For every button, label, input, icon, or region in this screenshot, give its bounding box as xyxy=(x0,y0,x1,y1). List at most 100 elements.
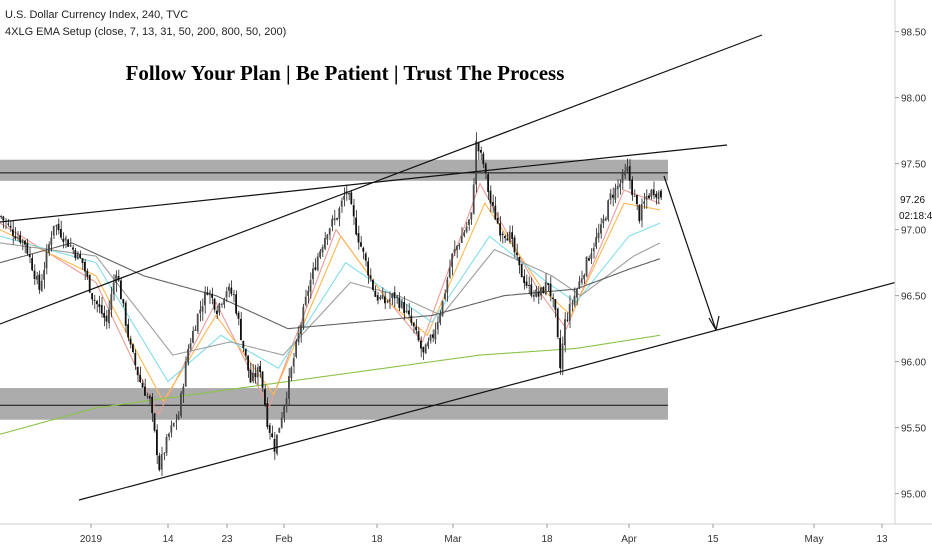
candle xyxy=(650,188,653,200)
candle-body xyxy=(660,190,662,198)
candle-body xyxy=(7,223,9,225)
candle-body xyxy=(115,274,117,283)
candle xyxy=(285,391,288,413)
candle-body xyxy=(396,296,398,298)
candle xyxy=(187,344,189,366)
candle-body xyxy=(463,232,465,236)
candle xyxy=(494,196,497,220)
candle xyxy=(60,220,62,240)
candle xyxy=(624,164,626,180)
candle-body xyxy=(292,358,295,367)
candle-body xyxy=(177,415,180,420)
candle xyxy=(468,218,470,231)
candle xyxy=(172,422,175,428)
candle-body xyxy=(24,240,26,245)
candle-body xyxy=(324,238,326,249)
candle-body xyxy=(242,340,245,349)
candle xyxy=(314,258,317,271)
upper-channel-line[interactable] xyxy=(0,34,763,325)
candle xyxy=(201,298,204,321)
candle xyxy=(271,425,273,438)
candle xyxy=(436,315,439,335)
candle-body xyxy=(122,299,125,304)
candle-body xyxy=(146,395,149,397)
sr-zone-2[interactable] xyxy=(0,388,668,420)
candle xyxy=(9,220,12,233)
candle-body xyxy=(211,293,213,298)
candle xyxy=(532,290,535,302)
candle xyxy=(295,339,297,359)
candle xyxy=(33,264,36,286)
candle-body xyxy=(290,367,293,379)
candle xyxy=(93,294,96,310)
candle-body xyxy=(362,247,365,252)
candle xyxy=(252,364,254,384)
candle xyxy=(516,243,518,261)
candle-body xyxy=(208,292,211,296)
candle-body xyxy=(343,195,345,200)
candle xyxy=(355,210,357,236)
last-price-marker xyxy=(896,192,932,206)
candle-body xyxy=(604,218,607,221)
projection-arrow-line[interactable] xyxy=(663,175,717,331)
candle xyxy=(561,336,564,376)
candle-body xyxy=(321,247,324,253)
candle xyxy=(129,335,132,349)
candle xyxy=(268,422,271,440)
candle-body xyxy=(225,291,228,298)
candle-body xyxy=(268,425,271,433)
candle-body xyxy=(405,310,408,313)
resistance-trendline[interactable] xyxy=(0,144,728,223)
candle xyxy=(259,360,261,378)
candle-body xyxy=(528,284,530,286)
candle xyxy=(151,393,153,422)
candle xyxy=(585,256,588,278)
candle xyxy=(451,253,453,276)
candle-body xyxy=(508,231,511,243)
candle xyxy=(559,329,561,375)
candle-body xyxy=(350,192,353,205)
candle-body xyxy=(96,301,98,305)
indicator-title[interactable]: 4XLG EMA Setup (close, 7, 13, 31, 50, 20… xyxy=(5,26,286,38)
candle xyxy=(235,290,237,316)
candle-body xyxy=(196,314,199,332)
candle xyxy=(170,420,173,438)
candle xyxy=(24,239,26,254)
trendlines[interactable] xyxy=(0,34,897,501)
candle-body xyxy=(456,245,458,251)
candle-body xyxy=(156,429,158,456)
candle-body xyxy=(415,326,417,331)
candle-body xyxy=(638,205,641,222)
candle xyxy=(379,295,381,301)
candle xyxy=(350,189,353,205)
candle xyxy=(189,337,192,351)
candle-body xyxy=(266,402,269,427)
lower-channel-line[interactable] xyxy=(78,281,897,501)
candle xyxy=(604,216,607,222)
sr-zone-1[interactable] xyxy=(0,159,668,181)
candle xyxy=(237,310,240,326)
candle xyxy=(57,218,60,235)
candle-body xyxy=(626,166,629,172)
candle-body xyxy=(328,228,331,235)
candle xyxy=(86,268,89,280)
candle-body xyxy=(496,217,499,224)
candle xyxy=(91,292,93,305)
candle xyxy=(108,300,110,329)
candle-body xyxy=(477,142,480,152)
candle-body xyxy=(624,171,626,176)
candle-body xyxy=(484,163,487,173)
candle xyxy=(112,274,115,301)
candle xyxy=(441,300,444,318)
candle-body xyxy=(336,218,338,220)
candle xyxy=(280,412,283,429)
y-tick-label: 98.50 xyxy=(901,28,926,39)
candle-body xyxy=(230,287,233,294)
candle xyxy=(405,304,408,314)
time-axis[interactable]: 2019 14 23 Feb 18 Mar 18 Apr 15 May 13 xyxy=(0,523,932,545)
price-axis[interactable]: 98.50 98.00 97.50 97.00 96.50 96.00 95.50 95.00… xyxy=(894,0,932,524)
candle xyxy=(477,141,480,160)
candle-body xyxy=(28,254,31,258)
symbol-title[interactable]: U.S. Dollar Currency Index, 240, TVC xyxy=(5,9,188,21)
